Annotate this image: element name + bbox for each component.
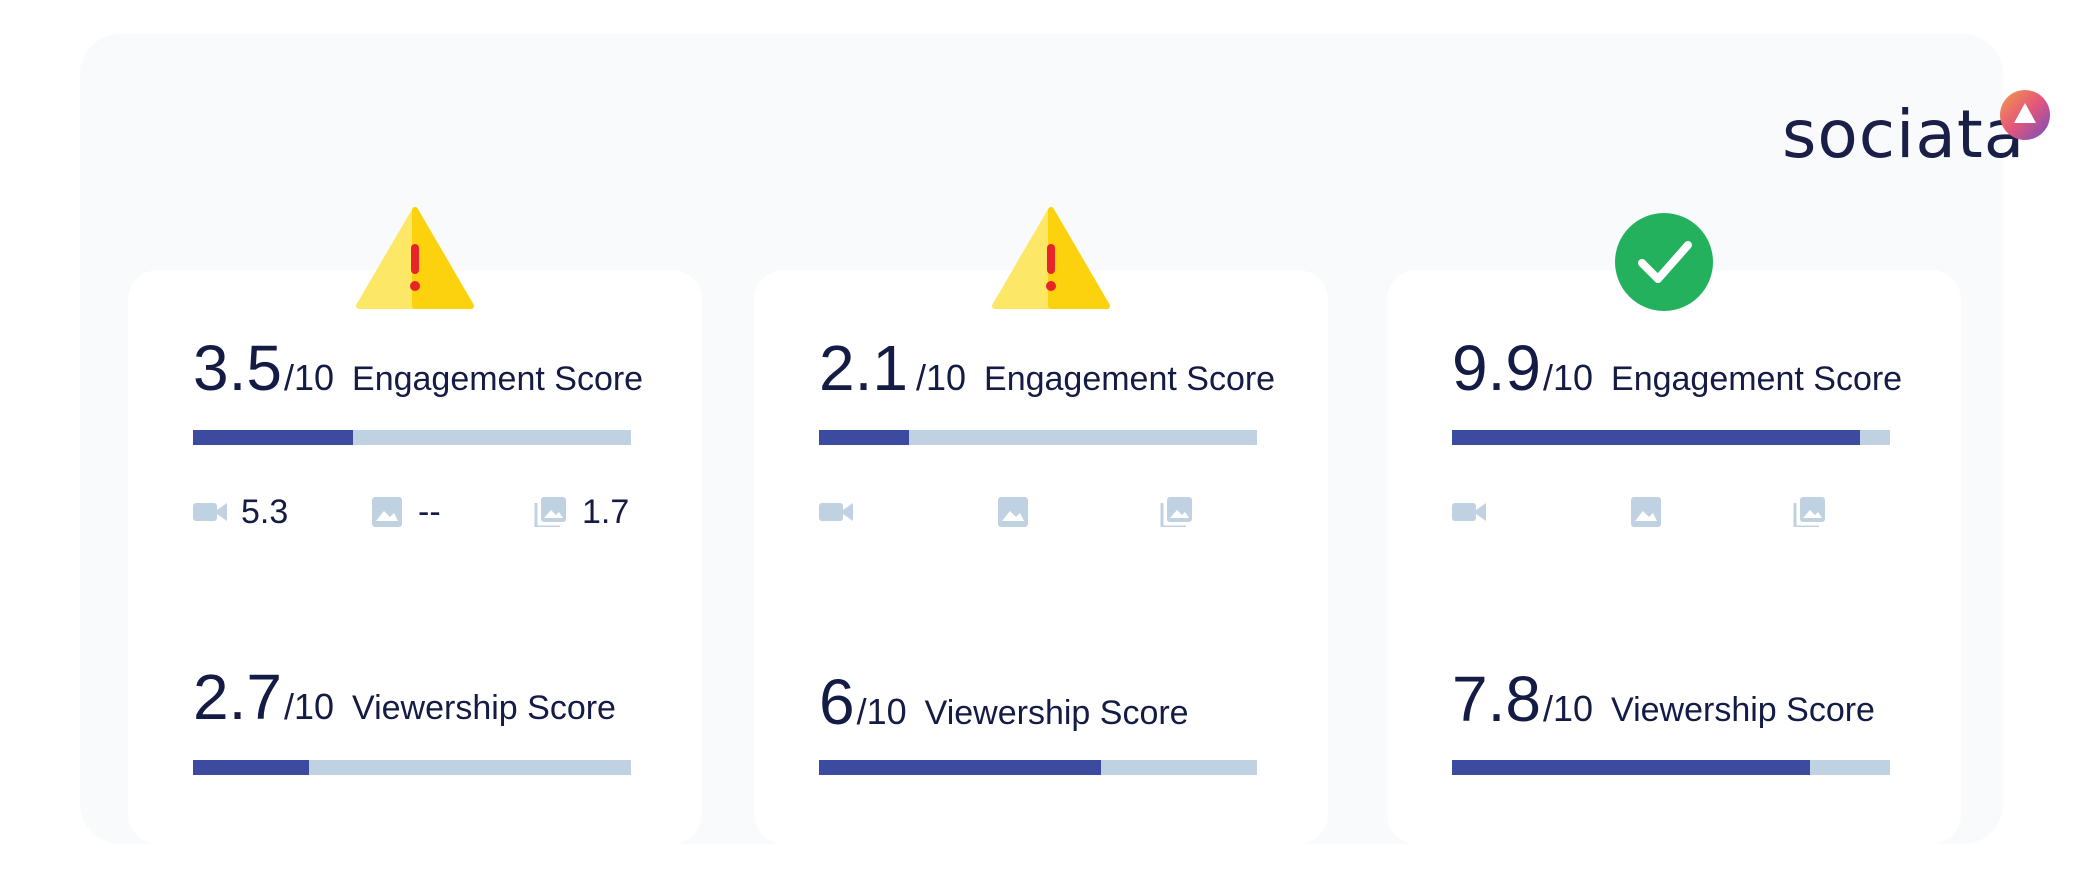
engagement-out-of: /10	[1542, 357, 1594, 398]
brand-name: sociata	[1782, 96, 2026, 173]
engagement-value: 3.5	[193, 332, 282, 404]
viewership-value: 6	[819, 666, 855, 738]
gallery-icon	[1793, 497, 1825, 527]
video-camera-icon	[1452, 503, 1486, 521]
engagement-progress-fill	[819, 430, 909, 445]
video-camera-icon	[193, 503, 227, 521]
engagement-score: 3.5 /10 Engagement Score	[193, 336, 643, 406]
video-score: 5.3	[241, 493, 289, 531]
score-card-3: 9.9 /10 Engagement Score	[1387, 213, 1961, 844]
viewership-label: Viewership Score	[924, 694, 1189, 732]
media-image: --	[368, 492, 441, 532]
engagement-score: 9.9 /10 Engagement Score	[1452, 336, 1902, 406]
media-video	[817, 492, 867, 532]
engagement-out-of: /10	[283, 357, 335, 398]
media-gallery: 1.7	[532, 492, 629, 532]
viewership-score: 2.7 /10 Viewership Score	[193, 665, 616, 735]
viewership-progress-bar	[193, 760, 631, 775]
image-icon	[372, 497, 402, 527]
gallery-icon	[1160, 497, 1192, 527]
engagement-out-of: /10	[915, 357, 967, 398]
viewership-out-of: /10	[283, 686, 335, 727]
image-icon	[1631, 497, 1661, 527]
viewership-progress-bar	[1452, 760, 1890, 775]
media-image	[994, 492, 1044, 532]
engagement-progress-bar	[819, 430, 1257, 445]
engagement-progress-bar	[1452, 430, 1890, 445]
score-card-2: 2.1 /10 Engagement Score	[754, 207, 1328, 844]
media-video: 5.3	[191, 492, 288, 532]
media-gallery	[1791, 492, 1841, 532]
viewership-score: 6 /10 Viewership Score	[819, 670, 1189, 740]
media-gallery	[1158, 492, 1208, 532]
engagement-label: Engagement Score	[984, 360, 1276, 398]
video-camera-icon	[819, 503, 853, 521]
warning-triangle-icon	[992, 207, 1110, 309]
engagement-label: Engagement Score	[352, 360, 644, 398]
viewership-progress-fill	[1452, 760, 1810, 775]
score-card-1: 3.5 /10 Engagement Score 5.3 --	[128, 207, 702, 844]
engagement-score: 2.1 /10 Engagement Score	[819, 336, 1275, 406]
viewership-label: Viewership Score	[352, 689, 616, 727]
viewership-score: 7.8 /10 Viewership Score	[1452, 667, 1875, 737]
dashboard-panel: sociata 3.5 /10 Engagement Score	[80, 34, 2050, 844]
viewership-progress-bar	[819, 760, 1257, 775]
image-icon	[998, 497, 1028, 527]
brand-mark-icon	[2000, 90, 2050, 140]
engagement-progress-bar	[193, 430, 631, 445]
viewership-out-of: /10	[1542, 688, 1594, 729]
engagement-value: 2.1	[819, 332, 908, 404]
viewership-value: 7.8	[1452, 663, 1541, 735]
engagement-label: Engagement Score	[1611, 360, 1903, 398]
media-video	[1450, 492, 1500, 532]
image-score: --	[418, 493, 441, 531]
check-circle-icon	[1615, 213, 1713, 311]
viewership-progress-fill	[819, 760, 1101, 775]
viewership-label: Viewership Score	[1611, 691, 1875, 729]
gallery-score: 1.7	[582, 493, 630, 531]
engagement-value: 9.9	[1452, 332, 1541, 404]
media-image	[1627, 492, 1677, 532]
viewership-progress-fill	[193, 760, 309, 775]
engagement-progress-fill	[193, 430, 353, 445]
brand-logo: sociata	[1782, 90, 2052, 180]
warning-triangle-icon	[356, 207, 474, 309]
viewership-out-of: /10	[856, 691, 907, 732]
engagement-progress-fill	[1452, 430, 1860, 445]
viewership-value: 2.7	[193, 661, 282, 733]
gallery-icon	[534, 497, 566, 527]
